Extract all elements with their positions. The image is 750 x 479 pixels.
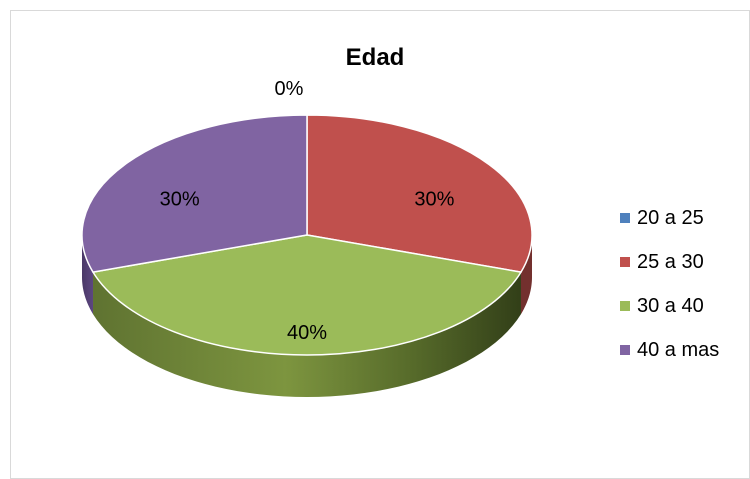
pie-slice-2	[92, 234, 522, 356]
legend-swatch	[620, 213, 630, 223]
legend-label: 30 a 40	[637, 294, 704, 317]
legend-item: 40 a mas	[620, 328, 719, 372]
legend-label: 20 a 25	[637, 206, 704, 229]
pie-slice-3	[81, 114, 308, 273]
data-label-3: 30%	[160, 189, 200, 211]
legend-label: 40 a mas	[637, 338, 720, 361]
data-label-0: 0%	[275, 78, 304, 100]
legend-swatch	[620, 345, 630, 355]
legend: 20 a 25 25 a 30 30 a 40 40 a mas	[620, 196, 719, 372]
data-label-2: 40%	[287, 322, 327, 344]
legend-label: 25 a 30	[637, 250, 704, 273]
legend-item: 20 a 25	[620, 196, 719, 240]
legend-item: 30 a 40	[620, 284, 719, 328]
pie-slice-1	[306, 114, 533, 273]
legend-swatch	[620, 301, 630, 311]
legend-swatch	[620, 257, 630, 267]
legend-item: 25 a 30	[620, 240, 719, 284]
data-label-1: 30%	[414, 189, 454, 211]
chart-title: Edad	[345, 44, 405, 71]
pie-side-2	[93, 272, 521, 397]
